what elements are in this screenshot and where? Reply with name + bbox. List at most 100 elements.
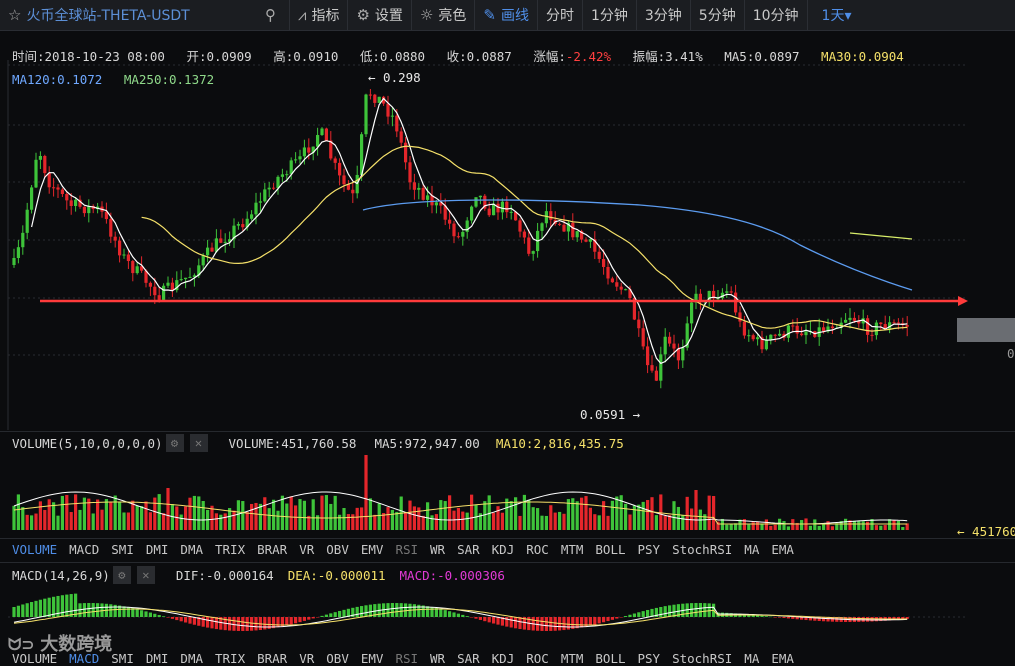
indicator-tab-stochrsi[interactable]: StochRSI [672,542,733,557]
period-tab-3[interactable]: 5分钟 [691,0,745,30]
indicator-tab-wr[interactable]: WR [430,651,446,666]
indicator-tab-obv[interactable]: OBV [326,542,349,557]
macd-histogram-bar [395,603,399,617]
indicator-tab-dmi[interactable]: DMI [145,651,169,666]
indicator-tab-trix[interactable]: TRIX [215,542,246,557]
candle-body [311,146,315,153]
search-icon[interactable]: ⚲ [265,6,276,24]
period-tab-2[interactable]: 3分钟 [637,0,691,30]
indicator-tab-dmi[interactable]: DMI [145,542,169,557]
volume-bar [514,497,518,530]
candle-body [34,159,38,188]
indicator-tab-ma[interactable]: MA [744,542,760,557]
volume-bar [874,525,878,530]
indicator-tab-ma[interactable]: MA [744,651,760,666]
indicator-tab-dma[interactable]: DMA [180,542,203,557]
candle-body [214,238,218,252]
gear-icon[interactable]: ⚙ [112,566,131,584]
indicator-tab-trix[interactable]: TRIX [215,651,246,666]
indicator-tab-mtm[interactable]: MTM [560,651,584,666]
indicator-tab-psy[interactable]: PSY [637,542,661,557]
watermark-text: 大数跨境 [40,634,113,655]
indicator-tab-brar[interactable]: BRAR [257,542,288,557]
period-tab-4[interactable]: 10分钟 [745,0,808,30]
volume-params-label: VOLUME(5,10,0,0,0,0) [12,435,163,451]
close-icon[interactable]: ✕ [136,566,155,584]
gear-icon[interactable]: ⚙ [165,434,184,452]
indicator-tab-boll[interactable]: BOLL [595,651,626,666]
candle-body [333,158,337,163]
candle-body [866,318,870,335]
close-icon[interactable]: ✕ [189,434,208,452]
candle-body [263,189,267,202]
indicator-tab-volume[interactable]: VOLUME [12,542,58,557]
indicator-tab-vr[interactable]: VR [299,542,315,557]
volume-bar [901,526,905,530]
indicator-tab-ema[interactable]: EMA [771,651,794,666]
period-dropdown[interactable]: 1天▾ [808,0,860,30]
watermark-icon: ᗢ⊃ [8,635,41,654]
settings-button[interactable]: ⚙ 设置 [348,0,412,30]
indicator-tab-macd[interactable]: MACD [69,542,100,557]
indicator-tab-emv[interactable]: EMV [360,542,384,557]
theme-button[interactable]: ☼ 亮色 [412,0,476,30]
volume-bar [588,507,592,530]
macd-histogram-bar [144,611,148,617]
star-icon[interactable]: ☆ [8,6,22,24]
indicator-tab-smi[interactable]: SMI [111,651,134,666]
macd-histogram-bar [280,617,284,627]
volume-bar [685,496,689,530]
indicator-tab-roc[interactable]: ROC [526,651,549,666]
period-tab-0[interactable]: 分时 [538,0,583,30]
indicator-tab-boll[interactable]: BOLL [595,542,626,557]
candle-body [848,317,852,320]
macd-histogram-bar [637,612,641,617]
candlestick-chart[interactable] [0,60,1015,430]
candle-body [87,205,91,214]
volume-bar [386,507,390,530]
indicator-tab-brar[interactable]: BRAR [257,651,288,666]
volume-bar [382,513,386,530]
macd-histogram-bar [602,617,606,623]
candle-body [364,94,368,135]
indicator-tab-psy[interactable]: PSY [637,651,661,666]
macd-histogram-bar [760,615,764,617]
candle-body [276,176,280,189]
ma120-value: MA120:0.1072 [12,72,103,87]
indicator-tab-dma[interactable]: DMA [180,651,203,666]
ma250-line [849,232,913,240]
volume-bar [839,521,843,530]
indicator-tab-rsi[interactable]: RSI [395,651,419,666]
candle-body [346,184,350,190]
indicator-tab-smi[interactable]: SMI [111,542,134,557]
indicator-tab-wr[interactable]: WR [430,542,446,557]
macd-histogram-bar [311,617,315,619]
indicator-tab-emv[interactable]: EMV [360,651,384,666]
indicator-tab-ema[interactable]: EMA [771,542,794,557]
indicator-tab-kdj[interactable]: KDJ [491,651,515,666]
high-annotation: ← 0.298 [368,70,421,85]
volume-bar [518,515,522,530]
draw-button[interactable]: ✎ 画线 [475,0,538,30]
symbol-selector[interactable]: ☆ 火币全球站-THETA-USDT ⚲ [0,0,290,30]
candle-body [852,317,856,321]
indicator-tab-sar[interactable]: SAR [457,542,480,557]
period-tab-1[interactable]: 1分钟 [583,0,637,30]
indicator-tab-stochrsi[interactable]: StochRSI [672,651,733,666]
macd-histogram-bar [566,617,570,630]
volume-bar [558,511,562,530]
candle-body [47,173,51,188]
volume-bar [470,494,474,530]
macd-histogram-bar [236,617,240,631]
indicator-tab-roc[interactable]: ROC [526,542,549,557]
volume-bar [694,490,698,530]
indicator-tab-vr[interactable]: VR [299,651,315,666]
indicator-tab-kdj[interactable]: KDJ [491,542,515,557]
indicator-tab-mtm[interactable]: MTM [560,542,584,557]
macd-histogram-bar [483,617,487,622]
indicator-tab-obv[interactable]: OBV [326,651,349,666]
indicator-tab-rsi[interactable]: RSI [395,542,419,557]
candle-body [386,103,390,117]
indicator-button[interactable]: ⩘ 指标 [290,0,349,30]
indicator-tab-sar[interactable]: SAR [457,651,480,666]
